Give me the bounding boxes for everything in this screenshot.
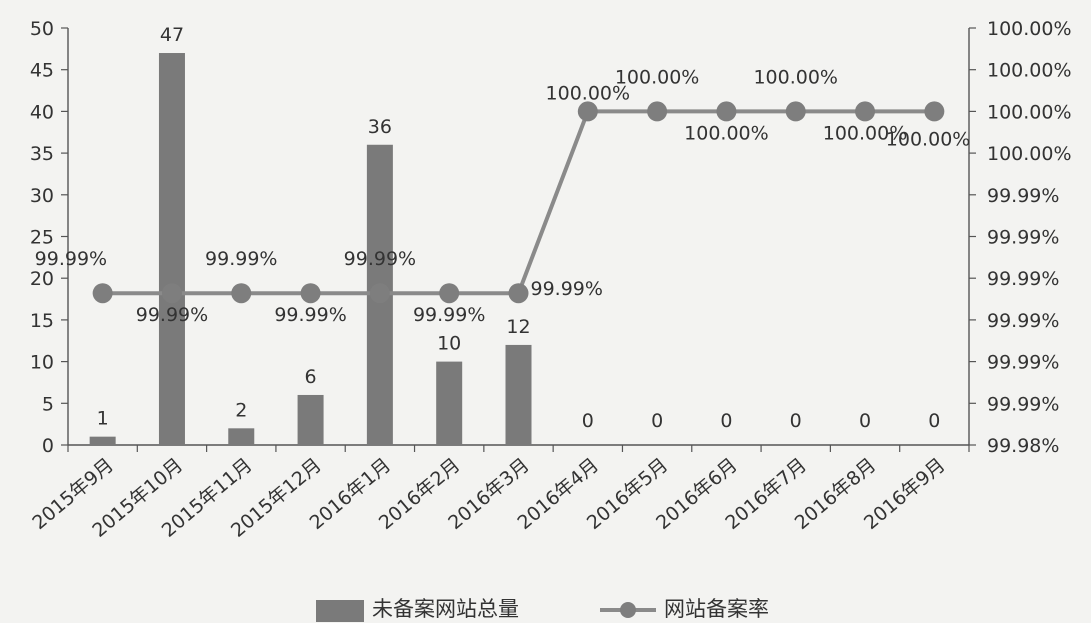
line-marker <box>300 283 321 304</box>
bar-data-label: 0 <box>651 410 663 432</box>
bar-data-label: 0 <box>859 410 871 432</box>
y-right-tick-label: 99.99% <box>987 227 1059 249</box>
bar-data-label: 36 <box>368 116 392 138</box>
line-data-label: 99.99% <box>413 304 485 326</box>
line-marker <box>647 101 668 122</box>
line-marker <box>508 283 529 304</box>
line-series <box>92 101 945 304</box>
legend-label-bar: 未备案网站总量 <box>372 597 519 621</box>
legend-swatch-bar <box>316 600 364 622</box>
line-marker <box>231 283 252 304</box>
y-left-tick-label: 30 <box>30 185 54 207</box>
bar <box>505 344 532 445</box>
y-right-tick-label: 99.99% <box>987 310 1059 332</box>
line-marker <box>161 283 182 304</box>
line-marker <box>785 101 806 122</box>
line-marker <box>439 283 460 304</box>
bar-data-label: 2 <box>235 399 247 421</box>
y-right-tick-label: 99.99% <box>987 185 1059 207</box>
line-marker <box>92 283 113 304</box>
line-data-label: 100.00% <box>886 128 971 150</box>
bar-data-label: 0 <box>720 410 732 432</box>
line-data-label: 99.99% <box>274 304 346 326</box>
line-marker <box>924 101 945 122</box>
y-left-tick-label: 0 <box>42 435 54 457</box>
y-left-tick-label: 40 <box>30 101 54 123</box>
line-data-label: 100.00% <box>684 122 769 144</box>
y-left-tick-label: 25 <box>30 227 54 249</box>
line-data-label: 99.99% <box>531 278 603 300</box>
bar-data-label: 47 <box>160 24 184 46</box>
y-left-tick-label: 15 <box>30 310 54 332</box>
y-right-tick-label: 100.00% <box>987 60 1072 82</box>
legend-label-line: 网站备案率 <box>664 597 769 621</box>
bar-data-label: 0 <box>582 410 594 432</box>
y-right-tick-label: 99.99% <box>987 352 1059 374</box>
bar <box>436 361 463 445</box>
y-left-tick-label: 20 <box>30 268 54 290</box>
line-data-label: 99.99% <box>136 304 208 326</box>
legend: 未备案网站总量 网站备案率 <box>316 597 769 622</box>
line-marker <box>716 101 737 122</box>
y-right-tick-label: 100.00% <box>987 18 1072 40</box>
bar <box>89 436 116 445</box>
y-right-tick-label: 99.99% <box>987 393 1059 415</box>
bar <box>158 53 185 446</box>
bar <box>228 428 255 445</box>
bar-data-label: 10 <box>437 333 461 355</box>
bar-data-label: 0 <box>790 410 802 432</box>
bar-data-label: 0 <box>928 410 940 432</box>
bar-data-label: 6 <box>305 366 317 388</box>
line-data-label: 99.99% <box>205 248 277 270</box>
line-marker <box>855 101 876 122</box>
line-marker <box>577 101 598 122</box>
y-left-tick-label: 45 <box>30 60 54 82</box>
bar-data-label: 12 <box>506 316 530 338</box>
line-data-label: 100.00% <box>615 66 700 88</box>
y-right-tick-label: 99.98% <box>987 435 1059 457</box>
y-left-tick-label: 5 <box>42 393 54 415</box>
bar-data-label: 1 <box>97 408 109 430</box>
line-data-label: 99.99% <box>344 248 416 270</box>
line-data-label: 100.00% <box>546 82 631 104</box>
legend-swatch-marker <box>620 602 636 618</box>
bar <box>297 394 324 445</box>
line-marker <box>369 283 390 304</box>
y-left-tick-label: 50 <box>30 18 54 40</box>
y-left-tick-label: 35 <box>30 143 54 165</box>
data-labels: 1 47 2 6 36 10 12 0 0 0 0 0 0 99.99% 99.99% 99.99% 99.99… <box>35 24 971 432</box>
y-right-tick-label: 100.00% <box>987 101 1072 123</box>
line-data-label: 99.99% <box>35 248 107 270</box>
line-data-label: 100.00% <box>823 122 908 144</box>
line-data-label: 100.00% <box>753 66 838 88</box>
y-right-tick-label: 100.00% <box>987 143 1072 165</box>
y-left-tick-label: 10 <box>30 352 54 374</box>
y-right-tick-label: 99.99% <box>987 268 1059 290</box>
